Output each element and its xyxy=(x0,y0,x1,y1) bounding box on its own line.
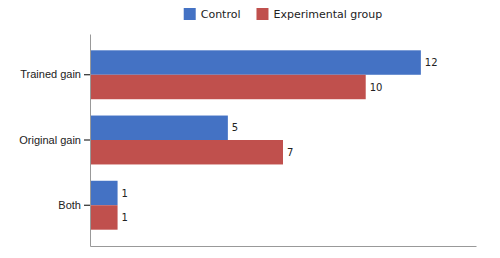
data-label: 10 xyxy=(370,82,383,93)
axis-line xyxy=(91,246,477,247)
tick: Original gain xyxy=(19,134,90,146)
legend: Control Experimental group xyxy=(184,8,383,21)
legend-label: Experimental group xyxy=(273,8,382,21)
plot: Trained gain Original gain Both 12 5 1 10 7 1 xyxy=(19,35,476,247)
tick-mark xyxy=(84,205,90,206)
bar xyxy=(90,205,118,229)
bar xyxy=(90,75,366,99)
tick-label: Original gain xyxy=(19,134,81,146)
tick-mark xyxy=(84,140,90,141)
legend-item: Experimental group xyxy=(256,8,382,21)
bars xyxy=(90,50,421,229)
chart: Trained gain Original gain Both 12 5 1 10 7 1 Con… xyxy=(0,0,500,258)
legend-label: Control xyxy=(201,8,241,21)
axis-line xyxy=(90,35,91,247)
tick: Trained gain xyxy=(20,68,90,80)
data-label: 1 xyxy=(122,212,128,223)
bar xyxy=(90,181,118,205)
legend-swatch xyxy=(256,8,268,20)
bar xyxy=(90,50,421,74)
bar xyxy=(90,140,283,164)
tick-label: Trained gain xyxy=(20,68,81,80)
data-label: 5 xyxy=(232,122,238,133)
y-axis: Trained gain Original gain Both xyxy=(19,35,90,247)
tick-mark xyxy=(84,74,90,75)
data-label: 1 xyxy=(122,188,128,199)
tick-label: Both xyxy=(58,199,81,211)
data-label: 7 xyxy=(287,147,293,158)
data-labels: 12 5 1 10 7 1 xyxy=(122,57,438,223)
bar xyxy=(90,116,228,140)
x-axis xyxy=(91,246,477,247)
tick: Both xyxy=(58,199,90,211)
legend-item: Control xyxy=(184,8,241,21)
legend-swatch xyxy=(184,8,196,20)
data-label: 12 xyxy=(425,57,438,68)
